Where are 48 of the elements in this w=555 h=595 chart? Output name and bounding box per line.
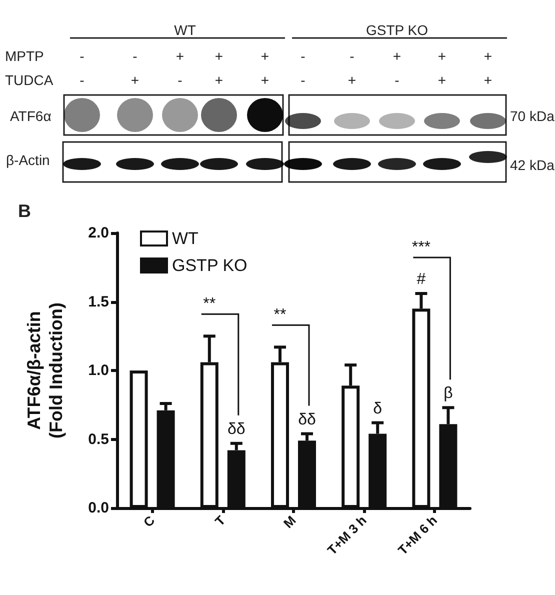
text: +	[392, 48, 402, 64]
text: +	[214, 48, 224, 64]
y-tick-label: 1.0	[88, 362, 109, 379]
annotation: δδ	[298, 411, 316, 428]
text: +	[348, 72, 356, 88]
legend-label: WT	[172, 229, 198, 248]
text: -	[80, 72, 84, 88]
text: +	[260, 48, 270, 64]
text: +	[130, 72, 140, 88]
text: MPTP	[5, 47, 44, 65]
legend-label: GSTP KO	[172, 256, 248, 275]
text: -	[178, 72, 182, 88]
text: 70 kDa	[510, 107, 554, 125]
text: -	[300, 72, 306, 88]
text: -	[80, 48, 84, 64]
y-tick-label: 0.0	[88, 500, 109, 516]
x-tick-label: T	[212, 512, 228, 529]
annotation: δ	[373, 400, 382, 418]
text: 42 kDa	[510, 156, 554, 174]
text: -	[394, 72, 400, 88]
y-tick-label: 2.0	[88, 224, 109, 242]
text: +	[484, 72, 492, 88]
annotation: β	[444, 385, 453, 402]
y-tick-label: 1.5	[88, 293, 109, 310]
text: β-Actin	[6, 151, 50, 169]
x-tick-label: C	[140, 512, 158, 530]
x-tick-label: M	[280, 512, 299, 531]
text: B	[18, 201, 31, 221]
annotation: **	[274, 306, 286, 324]
text: -	[300, 48, 306, 64]
text: +	[260, 72, 270, 88]
text: WT	[173, 21, 197, 39]
annotation: #	[416, 271, 426, 288]
text: +	[484, 48, 492, 64]
annotation: ***	[412, 239, 431, 256]
annotation: **	[203, 296, 216, 313]
y-axis-title: ATF6α/β-actin (Fold Induction)	[24, 302, 66, 438]
text: GSTP KO	[365, 21, 429, 39]
y-tick-label: 0.5	[88, 430, 109, 448]
text: +	[214, 72, 224, 88]
text: -	[132, 48, 138, 64]
text: -	[350, 48, 354, 64]
text: TUDCA	[5, 71, 54, 89]
text: +	[438, 48, 446, 64]
annotation: δδ	[227, 420, 246, 438]
text: +	[176, 48, 184, 64]
text: +	[438, 72, 446, 88]
text: ATF6α	[10, 107, 52, 125]
